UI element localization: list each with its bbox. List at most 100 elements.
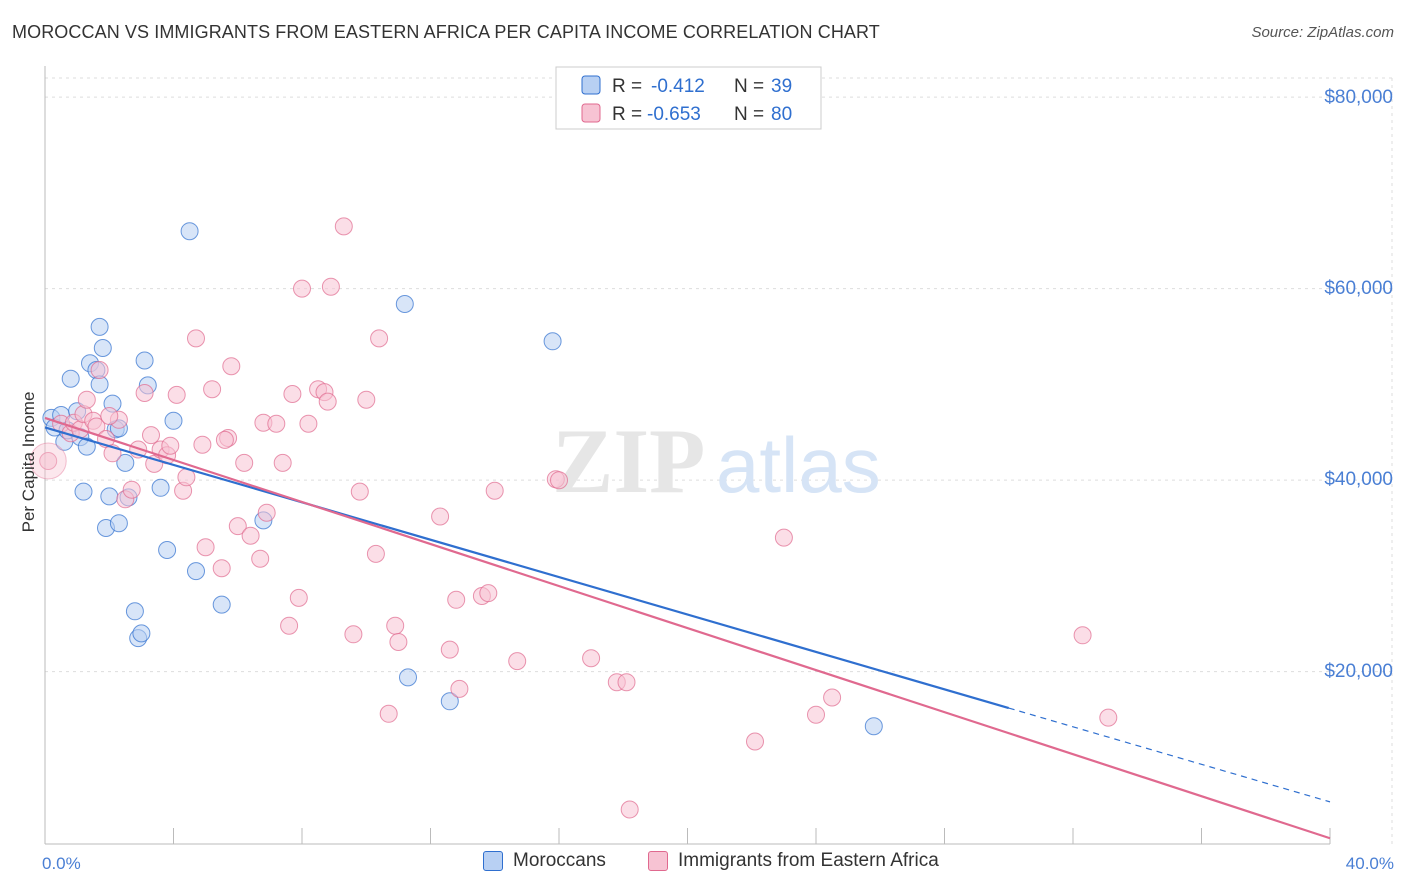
legend-swatch-eastern-africa — [581, 103, 601, 123]
legend-item-moroccans: Moroccans — [483, 850, 606, 872]
moroccans-point — [399, 668, 417, 687]
eastern-africa-point — [550, 471, 568, 490]
legend-r-label: R = — [612, 104, 642, 125]
moroccans-trend-line — [44, 426, 1010, 710]
eastern-africa-point — [774, 528, 793, 547]
moroccans-point — [135, 351, 154, 370]
eastern-africa-point — [235, 453, 254, 472]
moroccans-point — [93, 339, 112, 357]
eastern-africa-point — [203, 380, 222, 399]
data-points — [29, 217, 1118, 819]
eastern-africa-point-large — [29, 442, 67, 480]
eastern-africa-point — [386, 616, 405, 635]
legend-n-value: 39 — [771, 76, 792, 97]
eastern-africa-point — [807, 705, 825, 724]
eastern-africa-point — [334, 217, 353, 236]
eastern-africa-point — [293, 279, 311, 298]
eastern-africa-point — [479, 584, 498, 603]
moroccans-point — [90, 317, 109, 336]
eastern-africa-point — [196, 538, 215, 557]
legend-swatch-eastern-africa — [648, 851, 668, 871]
eastern-africa-point — [485, 481, 504, 500]
eastern-africa-point — [344, 625, 363, 644]
eastern-africa-point — [212, 559, 231, 578]
eastern-africa-point — [389, 633, 408, 651]
y-tick-label-40000: $40,000 — [1324, 469, 1393, 490]
moroccans-point — [864, 717, 883, 736]
legend-top: R = -0.412 N = 39 R = -0.653 N = 80 — [555, 66, 822, 130]
legend-r-value: -0.412 — [651, 76, 705, 97]
legend-swatch-moroccans — [581, 75, 601, 95]
eastern-africa-point — [299, 414, 318, 433]
moroccans-point — [212, 595, 231, 614]
eastern-africa-point — [370, 329, 389, 348]
eastern-africa-point — [283, 385, 302, 403]
eastern-africa-point — [90, 361, 109, 379]
legend-swatch-moroccans — [483, 851, 503, 871]
eastern-africa-point — [508, 652, 527, 671]
eastern-africa-point — [100, 407, 119, 425]
legend-bottom: Moroccans Immigrants from Eastern Africa — [0, 850, 1406, 880]
y-tick-label-20000: $20,000 — [1324, 661, 1393, 682]
trend-lines — [44, 416, 1331, 840]
eastern-africa-point — [620, 800, 639, 819]
eastern-africa-point — [617, 673, 636, 692]
eastern-africa-point — [1073, 626, 1092, 645]
moroccans-point — [132, 624, 151, 643]
eastern-africa-point — [251, 549, 270, 568]
eastern-africa-point — [222, 357, 241, 376]
eastern-africa-point — [321, 277, 340, 296]
eastern-africa-point — [187, 329, 205, 348]
eastern-africa-point — [1099, 708, 1118, 727]
moroccans-point — [164, 411, 183, 430]
eastern-africa-point — [193, 435, 212, 454]
eastern-africa-point — [142, 426, 160, 445]
moroccans-point — [116, 453, 135, 472]
eastern-africa-point — [318, 392, 337, 411]
eastern-africa-point — [77, 390, 96, 409]
y-axis-label: Per Capita Income — [19, 392, 38, 533]
legend-label-eastern-africa: Immigrants from Eastern Africa — [678, 850, 939, 871]
eastern-africa-point — [215, 430, 234, 449]
eastern-africa-point — [350, 482, 369, 501]
legend-r-value: -0.653 — [647, 104, 701, 125]
eastern-africa-point — [257, 503, 276, 522]
eastern-africa-point — [241, 526, 260, 545]
moroccans-point — [158, 541, 177, 559]
watermark: ZIP atlas — [552, 410, 881, 512]
moroccans-point — [395, 295, 414, 313]
eastern-africa-point — [357, 390, 376, 409]
eastern-africa-point — [447, 590, 466, 609]
eastern-africa-point — [161, 436, 180, 455]
moroccans-point — [109, 514, 128, 533]
moroccans-trend-extension — [1008, 707, 1331, 803]
eastern-africa-point — [167, 385, 186, 404]
legend-n-label: N = — [734, 76, 764, 97]
eastern-africa-point — [450, 679, 469, 698]
eastern-africa-point — [39, 452, 58, 470]
moroccans-point — [61, 369, 80, 388]
legend-r-label: R = — [612, 76, 642, 97]
x-tick-label-min: 0.0% — [42, 854, 81, 873]
moroccans-point — [151, 478, 170, 497]
moroccans-point — [187, 562, 205, 581]
y-tick-label-60000: $60,000 — [1324, 278, 1393, 299]
source-credit: Source: ZipAtlas.com — [1251, 24, 1394, 41]
eastern-africa-point — [135, 384, 154, 402]
watermark-atlas: atlas — [716, 421, 881, 509]
eastern-africa-point — [823, 688, 842, 707]
moroccans-point — [77, 437, 96, 456]
moroccans-point — [74, 482, 93, 501]
eastern-africa-point — [746, 732, 764, 751]
legend-n-label: N = — [734, 104, 764, 125]
eastern-africa-trend-line — [44, 416, 1331, 840]
watermark-zip: ZIP — [552, 410, 705, 512]
eastern-africa-point — [289, 588, 308, 607]
eastern-africa-point — [366, 544, 385, 563]
eastern-africa-point — [273, 453, 292, 472]
eastern-africa-point — [582, 649, 601, 668]
eastern-africa-point — [122, 480, 141, 499]
moroccans-point — [543, 332, 562, 351]
y-tick-label-80000: $80,000 — [1324, 87, 1393, 108]
